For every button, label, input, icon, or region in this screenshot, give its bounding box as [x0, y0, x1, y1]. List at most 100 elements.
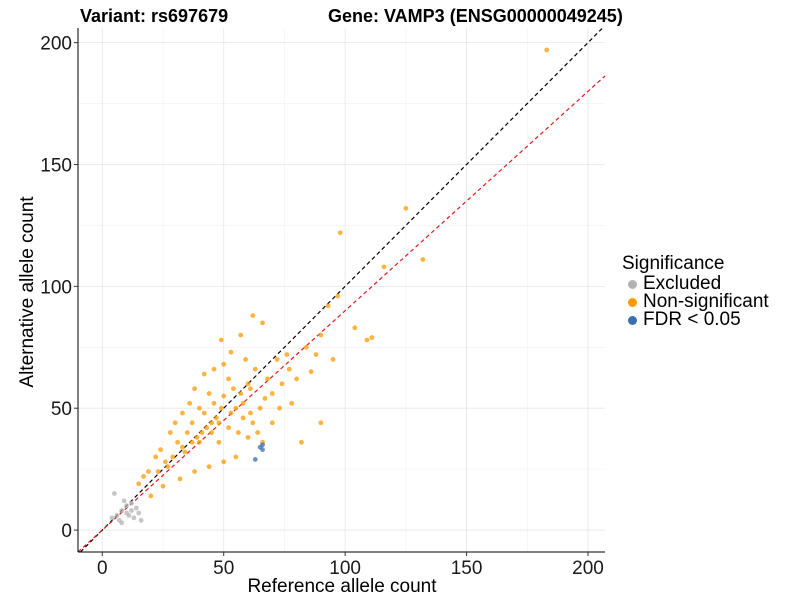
y-tick-label: 150: [40, 155, 72, 176]
point-non-significant: [381, 264, 387, 270]
legend-label-fdr: FDR < 0.05: [643, 309, 741, 330]
point-non-significant: [240, 415, 246, 421]
point-non-significant: [211, 366, 217, 372]
chart-title-gene: Gene: VAMP3 (ENSG00000049245): [328, 6, 623, 26]
point-non-significant: [192, 386, 197, 392]
point-non-significant: [299, 439, 304, 445]
point-excluded: [136, 510, 142, 516]
point-non-significant: [221, 459, 227, 465]
point-non-significant: [226, 376, 231, 382]
y-tick-label: 200: [40, 34, 72, 55]
point-non-significant: [158, 447, 163, 453]
point-non-significant: [155, 469, 161, 474]
point-excluded: [129, 508, 134, 513]
reference-line-identity: [80, 27, 603, 553]
point-excluded: [129, 500, 134, 506]
y-axis-title: Alternative allele count: [17, 196, 38, 388]
data-points: [109, 47, 550, 526]
point-non-significant: [250, 420, 256, 426]
point-non-significant: [216, 420, 222, 426]
point-excluded: [133, 505, 139, 511]
point-non-significant: [330, 357, 336, 362]
point-non-significant: [182, 449, 188, 455]
point-non-significant: [269, 391, 275, 396]
point-non-significant: [335, 293, 341, 299]
reference-lines: [77, 27, 606, 553]
legend-item-non-significant: Non-significant: [622, 292, 769, 311]
point-non-significant: [141, 474, 146, 479]
point-non-significant: [238, 391, 244, 396]
point-non-significant: [248, 386, 253, 392]
legend-key-fdr: [628, 315, 637, 325]
point-non-significant: [231, 386, 236, 392]
point-non-significant: [187, 400, 193, 406]
point-non-significant: [303, 344, 309, 350]
x-tick-label: 0: [97, 558, 108, 579]
point-non-significant: [255, 430, 261, 435]
point-non-significant: [369, 335, 375, 340]
grid-lines: [78, 28, 605, 552]
point-non-significant: [313, 352, 319, 357]
x-tick-label: 200: [572, 558, 604, 579]
point-excluded: [126, 513, 132, 518]
point-non-significant: [221, 393, 227, 399]
x-tick-label: 50: [213, 558, 234, 579]
point-non-significant: [160, 483, 166, 489]
point-non-significant: [279, 381, 285, 387]
point-non-significant: [277, 405, 282, 411]
point-non-significant: [146, 469, 151, 474]
point-non-significant: [189, 439, 195, 445]
point-non-significant: [201, 371, 207, 377]
legend-title: Significance: [622, 253, 725, 274]
point-non-significant: [228, 349, 234, 355]
point-non-significant: [226, 425, 231, 431]
point-non-significant: [262, 396, 268, 401]
point-non-significant: [274, 357, 280, 362]
point-non-significant: [206, 464, 212, 470]
point-non-significant: [318, 332, 324, 338]
point-non-significant: [218, 405, 224, 411]
point-non-significant: [248, 410, 253, 416]
point-non-significant: [197, 405, 202, 411]
point-non-significant: [211, 400, 217, 406]
point-excluded: [124, 503, 129, 509]
point-fdr-0-05: [252, 456, 258, 462]
point-fdr-0-05: [257, 444, 263, 450]
reference-line-fit: [77, 75, 606, 553]
point-non-significant: [289, 400, 295, 406]
point-non-significant: [206, 391, 212, 396]
y-tick-label: 50: [51, 399, 72, 420]
point-non-significant: [172, 420, 178, 426]
point-non-significant: [233, 454, 239, 460]
point-non-significant: [197, 439, 202, 445]
point-non-significant: [218, 337, 224, 343]
legend: Significance Excluded Non-significant FD…: [622, 253, 769, 329]
point-non-significant: [420, 257, 426, 262]
point-excluded: [112, 491, 117, 496]
point-non-significant: [209, 430, 214, 435]
point-non-significant: [194, 435, 200, 440]
point-non-significant: [294, 376, 299, 382]
point-non-significant: [260, 320, 265, 326]
point-non-significant: [352, 325, 358, 331]
point-non-significant: [265, 376, 270, 382]
point-non-significant: [284, 352, 290, 357]
point-non-significant: [240, 400, 246, 406]
point-excluded: [114, 513, 120, 518]
point-non-significant: [318, 420, 324, 426]
point-non-significant: [175, 439, 180, 445]
legend-key-excluded: [628, 279, 637, 289]
legend-key-non-significant: [628, 297, 637, 307]
legend-item-excluded: Excluded: [622, 274, 769, 293]
point-non-significant: [325, 303, 331, 309]
point-non-significant: [204, 425, 210, 431]
point-non-significant: [148, 493, 154, 499]
point-non-significant: [250, 313, 256, 318]
point-non-significant: [184, 430, 190, 435]
point-non-significant: [216, 439, 222, 445]
point-non-significant: [238, 332, 244, 338]
point-non-significant: [233, 405, 239, 411]
legend-item-fdr: FDR < 0.05: [622, 309, 769, 330]
point-non-significant: [167, 430, 173, 435]
